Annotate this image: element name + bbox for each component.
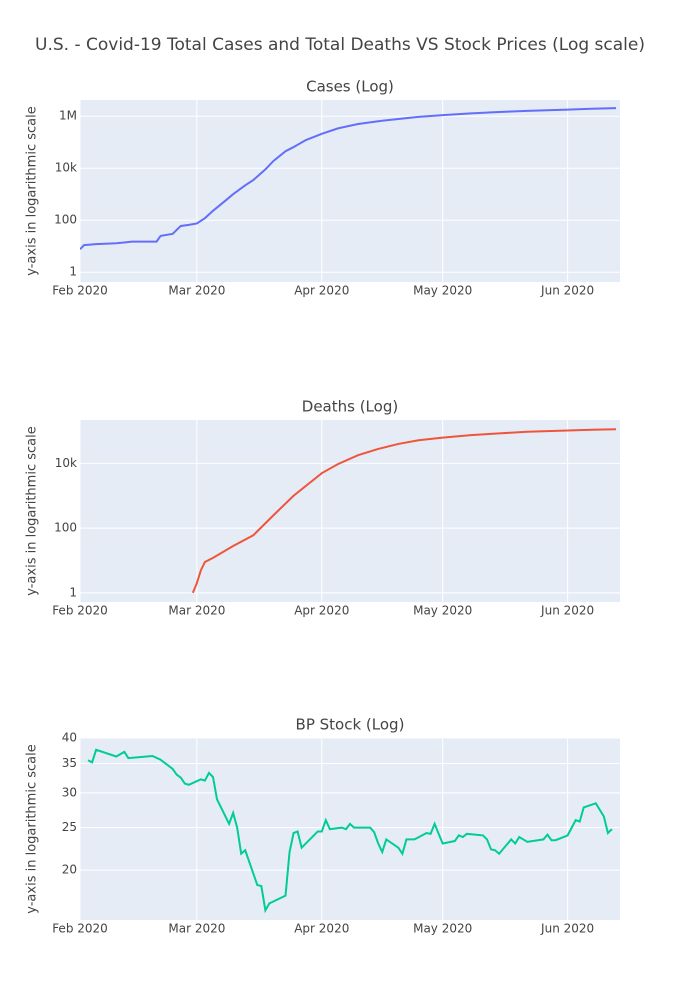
x-tick-label: Apr 2020 — [294, 284, 349, 298]
x-tick-label: May 2020 — [413, 284, 472, 298]
plot-area — [80, 738, 620, 920]
x-tick-label: May 2020 — [413, 922, 472, 936]
data-line — [87, 748, 613, 914]
x-tick-label: Apr 2020 — [294, 922, 349, 936]
data-line — [191, 428, 616, 594]
y-tick-label: 1M — [59, 109, 77, 123]
x-tick-label: Jun 2020 — [540, 604, 594, 618]
subplot-title: Cases (Log) — [306, 78, 394, 96]
series-group — [80, 107, 616, 250]
y-tick-label: 20 — [62, 863, 77, 877]
x-tick-label: Feb 2020 — [52, 284, 108, 298]
y-tick-label: 100 — [54, 213, 77, 227]
data-line — [80, 107, 616, 250]
y-tick-label: 1 — [69, 585, 77, 599]
y-axis-label: y-axis in logarithmic scale — [25, 426, 40, 595]
main-title: U.S. - Covid-19 Total Cases and Total De… — [35, 35, 645, 55]
subplot-title: Deaths (Log) — [302, 398, 398, 416]
y-axis-label: y-axis in logarithmic scale — [25, 106, 40, 275]
y-tick-label: 1 — [69, 265, 77, 279]
series-group — [191, 428, 616, 594]
x-tick-label: Mar 2020 — [168, 604, 225, 618]
x-tick-label: Jun 2020 — [540, 922, 594, 936]
y-tick-label: 10k — [55, 161, 77, 175]
x-tick-label: Feb 2020 — [52, 604, 108, 618]
plot-area — [80, 100, 620, 282]
x-tick-label: Mar 2020 — [168, 284, 225, 298]
y-tick-label: 25 — [62, 820, 77, 834]
y-tick-label: 100 — [54, 521, 77, 535]
plot-area — [80, 420, 620, 602]
x-tick-label: Apr 2020 — [294, 604, 349, 618]
y-tick-label: 35 — [62, 756, 77, 770]
x-tick-label: Feb 2020 — [52, 922, 108, 936]
x-tick-label: Mar 2020 — [168, 922, 225, 936]
series-group — [87, 748, 613, 914]
y-tick-label: 10k — [55, 456, 77, 470]
subplot-title: BP Stock (Log) — [296, 716, 405, 734]
y-tick-label: 30 — [62, 785, 77, 799]
y-axis-label: y-axis in logarithmic scale — [25, 744, 40, 913]
x-tick-label: Jun 2020 — [540, 284, 594, 298]
y-tick-label: 40 — [62, 731, 77, 745]
x-tick-label: May 2020 — [413, 604, 472, 618]
